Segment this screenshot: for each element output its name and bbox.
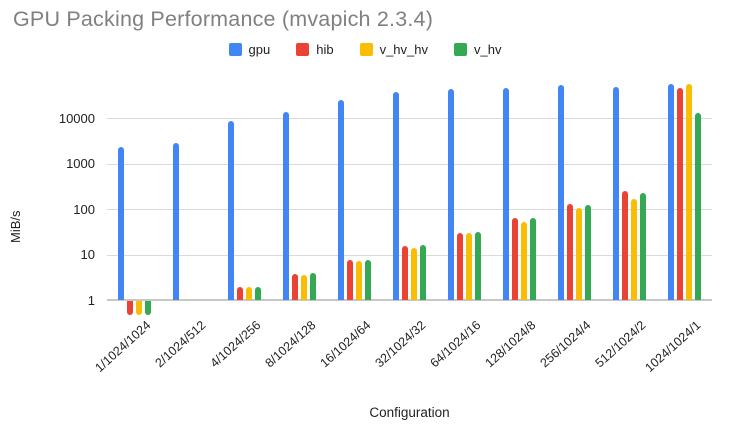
bar-v_hv-1/1024/1024[interactable] [144,301,152,315]
legend-label: v_hv [474,42,502,57]
bar-v_hv-32/1024/32[interactable] [419,244,427,300]
bar-hib-256/1024/4[interactable] [566,204,574,300]
bar-gpu-32/1024/32[interactable] [392,91,400,300]
bar-gpu-128/1024/8[interactable] [502,87,510,300]
y-tick-label: 1000 [66,156,95,171]
bar-hib-512/1024/2[interactable] [621,191,629,300]
legend: gpu hib v_hv_hv v_hv [0,42,730,57]
chart-title: GPU Packing Performance (mvapich 2.3.4) [13,7,434,31]
legend-label: v_hv_hv [379,42,428,57]
bar-v_hv-128/1024/8[interactable] [529,218,537,300]
y-tick-label: 100 [73,201,95,217]
bar-hib-4/1024/256[interactable] [236,287,244,300]
bar-gpu-1/1024/1024[interactable] [117,147,125,300]
bar-v_hv-256/1024/4[interactable] [584,205,592,300]
gridline-1000 [107,163,712,165]
legend-swatch-gpu [228,43,242,56]
x-axis-line [107,299,712,301]
bar-hib-64/1024/16[interactable] [456,232,464,300]
bar-v_hv-64/1024/16[interactable] [474,232,482,300]
bar-gpu-256/1024/4[interactable] [557,85,565,300]
bar-gpu-64/1024/16[interactable] [447,89,455,300]
y-tick-label: 10 [80,247,95,262]
bar-gpu-2/1024/512[interactable] [172,142,180,300]
legend-item-gpu[interactable]: gpu [228,42,271,57]
gridline-100 [107,209,712,210]
bar-v_hv_hv-256/1024/4[interactable] [575,207,583,300]
legend-item-hib[interactable]: hib [296,42,334,57]
bar-gpu-8/1024/128[interactable] [282,112,290,300]
bar-hib-8/1024/128[interactable] [291,273,299,300]
bar-v_hv-8/1024/128[interactable] [309,273,317,300]
bar-v_hv-512/1024/2[interactable] [639,192,647,300]
gridline-10 [107,254,712,256]
bar-gpu-4/1024/256[interactable] [227,120,235,300]
bar-v_hv_hv-32/1024/32[interactable] [410,247,418,300]
y-axis-title: MiB/s [8,210,23,244]
gridline-10000 [107,118,712,119]
bar-v_hv_hv-128/1024/8[interactable] [520,222,528,300]
bar-v_hv_hv-64/1024/16[interactable] [465,233,473,300]
bar-v_hv_hv-1/1024/1024[interactable] [135,301,143,315]
bar-v_hv-1024/1024/1[interactable] [694,112,702,300]
legend-label: hib [316,42,334,57]
bar-v_hv-4/1024/256[interactable] [254,287,262,300]
bar-hib-16/1024/64[interactable] [346,259,354,300]
bar-gpu-16/1024/64[interactable] [337,99,345,300]
legend-item-v_hv[interactable]: v_hv [454,42,501,57]
bar-v_hv_hv-512/1024/2[interactable] [630,198,638,300]
y-tick-label: 10000 [58,110,95,126]
bar-v_hv_hv-1024/1024/1[interactable] [685,84,693,300]
legend-label: gpu [248,42,271,57]
bar-hib-128/1024/8[interactable] [511,218,519,300]
bar-gpu-512/1024/2[interactable] [612,87,620,300]
legend-swatch-v_hv [454,43,467,56]
legend-item-v_hv_hv[interactable]: v_hv_hv [359,42,428,57]
bar-hib-1/1024/1024[interactable] [126,301,134,315]
bar-gpu-1024/1024/1[interactable] [667,83,675,300]
bar-v_hv_hv-8/1024/128[interactable] [300,274,308,300]
bar-v_hv_hv-4/1024/256[interactable] [245,287,253,300]
bar-hib-32/1024/32[interactable] [401,245,409,300]
y-tick-label: 1 [87,292,95,308]
legend-swatch-hib [296,43,310,56]
bar-hib-1024/1024/1[interactable] [676,87,684,300]
legend-swatch-v_hv_hv [359,43,373,56]
x-axis-title: Configuration [369,405,450,420]
bar-v_hv_hv-16/1024/64[interactable] [355,260,363,300]
bar-v_hv-16/1024/64[interactable] [364,259,372,300]
